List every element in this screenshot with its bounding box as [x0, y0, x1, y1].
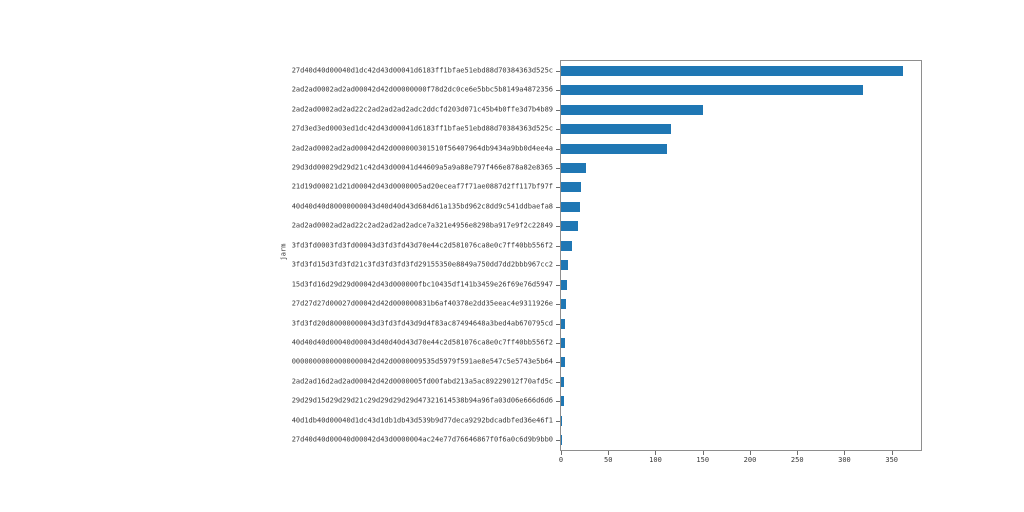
x-tick-label: 150 — [696, 456, 710, 464]
bar-row: 27d27d27d00027d00042d42d000000831b6af403… — [292, 294, 921, 313]
y-tick-label: 2ad2ad0002ad2ad00042d42d00000000f78d2dc0… — [291, 85, 553, 94]
y-tick-mark — [556, 109, 560, 111]
bar-row: 21d19d00021d21d00042d43d0000005ad20eceaf… — [292, 178, 921, 197]
y-tick-label: 40d1db40d00040d1dc43d1db1db43d539b9d77de… — [291, 416, 553, 425]
x-tick-label: 350 — [885, 456, 899, 464]
bar — [561, 182, 581, 193]
y-tick-mark — [556, 265, 560, 267]
y-tick-mark — [556, 284, 560, 286]
bar-row: 3fd3fd0003fd3fd00043d3fd3fd43d70e44c2d58… — [292, 236, 921, 255]
y-tick-label: 2ad2ad0002ad2ad00042d42d000000301510f564… — [291, 144, 553, 153]
bar — [561, 435, 562, 446]
x-tick-mark — [797, 451, 799, 455]
y-tick-mark — [556, 420, 560, 422]
bar — [561, 221, 578, 232]
x-tick-label: 300 — [838, 456, 851, 464]
bar — [561, 357, 565, 368]
y-tick-label: 29d3dd00029d29d21c42d43d00041d44609a5a9a… — [291, 163, 553, 172]
y-tick-label: 00000000000000000042d42d0000009535d5979f… — [291, 357, 553, 366]
x-tick-label: 250 — [790, 456, 804, 464]
x-tick-label: 100 — [649, 456, 662, 464]
x-tick-mark — [655, 451, 657, 455]
y-tick-label: 15d3fd16d29d29d00042d43d000000fbc10435df… — [291, 280, 553, 289]
bar — [561, 415, 562, 426]
bar — [561, 85, 864, 96]
bar — [561, 143, 667, 154]
y-tick-mark — [556, 187, 560, 189]
plot-area: 27d40d40d00040d1dc42d43d00041d6183ff1bfa… — [292, 60, 922, 464]
y-tick-mark — [556, 226, 560, 228]
y-tick-label: 29d29d15d29d29d21c29d29d29d29d4732161453… — [291, 396, 553, 405]
bar-row: 27d3ed3ed0003ed1dc42d43d00041d6183ff1bfa… — [292, 119, 921, 138]
y-tick-mark — [556, 381, 560, 383]
bar — [561, 260, 568, 271]
bar — [561, 396, 564, 407]
y-tick-mark — [556, 304, 560, 306]
bar — [561, 162, 586, 173]
bar-row: 27d40d40d00040d1dc42d43d00041d6183ff1bfa… — [292, 61, 921, 80]
y-tick-mark — [556, 70, 560, 72]
y-tick-mark — [556, 148, 560, 150]
bar-row: 3fd3fd15d3fd3fd21c3fd3fd3fd3fd29155350e8… — [292, 256, 921, 275]
x-tick-label: 50 — [604, 456, 613, 464]
bar-row: 40d40d40d80000000043d40d40d43d684d61a135… — [292, 197, 921, 216]
x-tick-label: 200 — [743, 456, 757, 464]
bar-row: 15d3fd16d29d29d00042d43d000000fbc10435df… — [292, 275, 921, 294]
y-tick-label: 2ad2ad0002ad2ad22c2ad2ad2ad2adce7a321e49… — [291, 221, 553, 230]
y-tick-label: 3fd3fd0003fd3fd00043d3fd3fd43d70e44c2d58… — [291, 241, 553, 250]
bar-row: 40d1db40d00040d1dc43d1db1db43d539b9d77de… — [292, 411, 921, 430]
bar — [561, 65, 904, 76]
bar-row: 40d40d40d00040d00043d40d40d43d70e44c2d58… — [292, 333, 921, 352]
y-tick-label: 21d19d00021d21d00042d43d0000005ad20eceaf… — [291, 182, 553, 191]
x-tick-mark — [561, 451, 562, 455]
bar-row: 27d40d40d00040d00042d43d0000004ac24e77d7… — [292, 431, 921, 450]
bar-row: 2ad2ad0002ad2ad22c2ad2ad2ad2adce7a321e49… — [292, 217, 921, 236]
y-tick-label: 27d40d40d00040d1dc42d43d00041d6183ff1bfa… — [291, 66, 553, 75]
y-tick-label: 40d40d40d00040d00043d40d40d43d70e44c2d58… — [291, 338, 553, 347]
bar — [561, 201, 580, 212]
y-tick-label: 2ad2ad0002ad2ad22c2ad2ad2ad2adc2ddcfd203… — [291, 105, 553, 114]
x-tick-mark — [702, 451, 704, 455]
y-tick-label: 3fd3fd15d3fd3fd21c3fd3fd3fd3fd29155350e8… — [291, 260, 553, 269]
y-tick-mark — [556, 362, 560, 364]
y-tick-label: 40d40d40d80000000043d40d40d43d684d61a135… — [291, 202, 553, 211]
y-tick-mark — [556, 323, 560, 325]
bar-row: 29d29d15d29d29d21c29d29d29d29d4732161453… — [292, 392, 921, 411]
bar — [561, 104, 703, 115]
y-tick-mark — [556, 401, 560, 403]
bar-row: 2ad2ad16d2ad2ad00042d42d0000005fd00fabd2… — [292, 372, 921, 391]
bar — [561, 376, 564, 387]
y-tick-mark — [556, 440, 560, 442]
y-tick-label: 2ad2ad16d2ad2ad00042d42d0000005fd00fabd2… — [291, 377, 553, 386]
x-tick-mark — [608, 451, 610, 455]
bar — [561, 299, 566, 310]
y-tick-mark — [556, 343, 560, 345]
bar — [561, 338, 565, 349]
y-tick-mark — [556, 167, 560, 169]
x-tick-mark — [844, 451, 846, 455]
bar-row: 2ad2ad0002ad2ad00042d42d00000000f78d2dc0… — [292, 80, 921, 99]
y-tick-mark — [556, 90, 560, 92]
y-tick-label: 27d40d40d00040d00042d43d0000004ac24e77d7… — [291, 435, 553, 444]
bar — [561, 279, 567, 290]
bar-row: 00000000000000000042d42d0000009535d5979f… — [292, 353, 921, 372]
bar — [561, 240, 573, 251]
y-tick-label: 3fd3fd20d80000000043d3fd3fd43d9d4f83ac87… — [291, 319, 553, 328]
y-tick-mark — [556, 245, 560, 247]
y-tick-label: 27d27d27d00027d00042d42d000000831b6af403… — [291, 299, 553, 308]
bar-row: 29d3dd00029d29d21c42d43d00041d44609a5a9a… — [292, 158, 921, 177]
y-tick-mark — [556, 206, 560, 208]
bar — [561, 124, 671, 135]
x-tick-label: 0 — [558, 456, 564, 464]
bar-row: 3fd3fd20d80000000043d3fd3fd43d9d4f83ac87… — [292, 314, 921, 333]
bar — [561, 318, 565, 329]
bar-row: 2ad2ad0002ad2ad00042d42d000000301510f564… — [292, 139, 921, 158]
bar-row: 2ad2ad0002ad2ad22c2ad2ad2ad2adc2ddcfd203… — [292, 100, 921, 119]
y-tick-mark — [556, 129, 560, 131]
x-tick-mark — [749, 451, 751, 455]
y-axis-title: jarm — [279, 243, 288, 261]
y-tick-label: 27d3ed3ed0003ed1dc42d43d00041d6183ff1bfa… — [291, 124, 553, 133]
x-tick-mark — [891, 451, 893, 455]
